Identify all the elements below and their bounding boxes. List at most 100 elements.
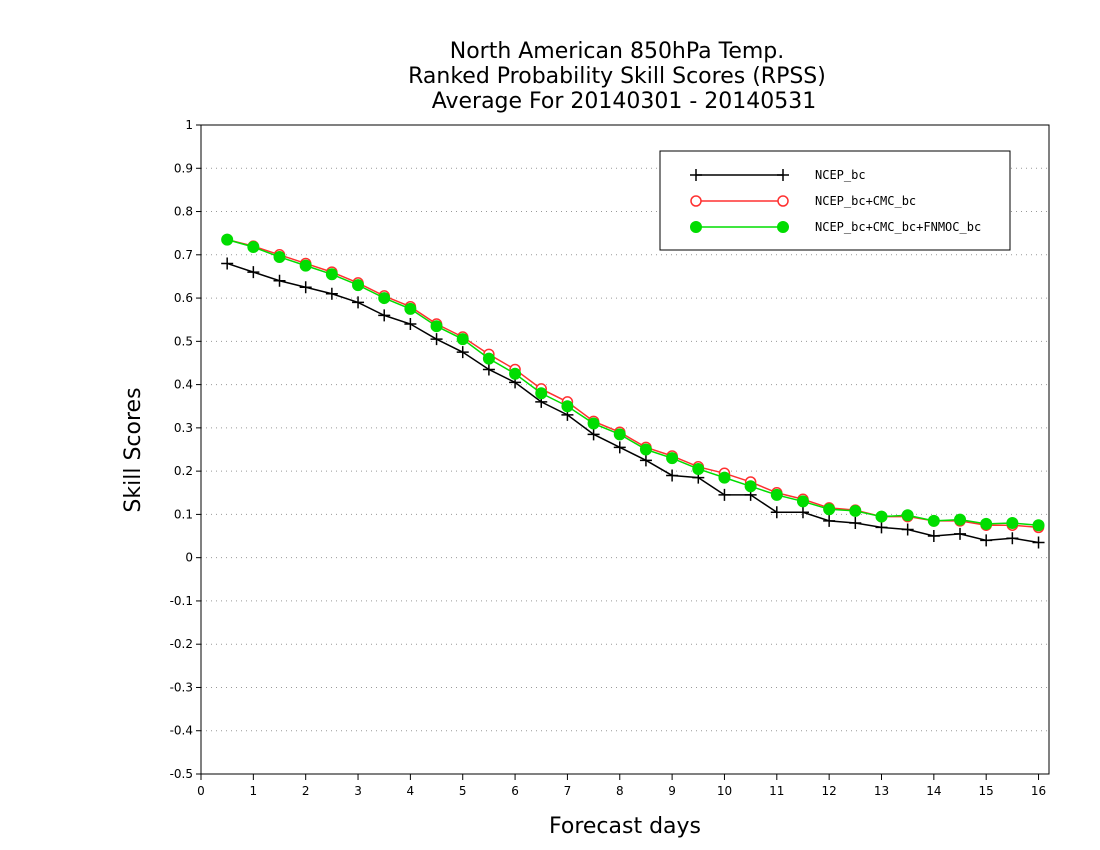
legend-label: NCEP_bc [815,168,866,182]
series-2 [221,233,1045,532]
data-point [927,514,940,527]
data-point [718,488,731,501]
data-point [456,333,469,346]
legend-marker [777,169,789,181]
data-point [299,281,312,294]
x-tick-label: 2 [302,784,310,798]
data-point [404,302,417,315]
x-tick-label: 11 [769,784,784,798]
y-tick-label: 0.7 [174,248,193,262]
data-point [247,266,260,279]
y-tick-label: 0.3 [174,421,193,435]
x-tick-label: 10 [717,784,732,798]
data-point [744,480,757,493]
data-point [770,506,783,519]
x-tick-label: 15 [979,784,994,798]
data-point [823,503,836,516]
data-point [613,441,626,454]
data-point [221,233,234,246]
data-point [639,454,652,467]
data-point [325,268,338,281]
y-tick-label: 0.8 [174,205,193,219]
data-point [666,452,679,465]
x-tick-label: 3 [354,784,362,798]
data-point [587,417,600,430]
legend-item-0: NCEP_bc [690,168,866,182]
data-point [247,241,260,254]
x-tick-label: 5 [459,784,467,798]
data-point [535,387,548,400]
y-tick-label: 0.4 [174,378,193,392]
data-point [980,517,993,530]
x-tick-label: 16 [1031,784,1046,798]
data-point [325,287,338,300]
chart-title-line-2: Ranked Probability Skill Scores (RPSS) [408,64,826,89]
y-tick-label: -0.5 [170,767,193,781]
data-point [796,506,809,519]
data-point [299,259,312,272]
x-axis-title: Forecast days [549,814,701,839]
data-point [692,462,705,475]
data-point [823,514,836,527]
legend-marker [690,221,702,233]
data-point [718,471,731,484]
data-point [430,320,443,333]
data-point [1006,517,1019,530]
x-tick-label: 14 [926,784,941,798]
data-point [587,428,600,441]
data-point [1032,519,1045,532]
series-line-1 [226,238,1039,529]
y-tick-label: 1 [185,118,193,132]
data-point [378,309,391,322]
data-point [378,292,391,305]
x-tick-label: 6 [511,784,519,798]
y-tick-label: -0.1 [170,594,193,608]
y-tick-label: 0.2 [174,464,193,478]
y-tick-label: 0.9 [174,161,193,175]
legend-label: NCEP_bc+CMC_bc+FNMOC_bc [815,220,981,234]
legend-marker [690,195,702,207]
plot-area [221,233,1045,549]
legend-marker [777,221,789,233]
data-point [509,367,522,380]
data-point [849,517,862,530]
data-point [796,495,809,508]
data-point [849,504,862,517]
plot-frame [200,124,1050,775]
data-point [352,279,365,292]
axes: -0.5 -0.4 -0.3 -0.2 -0.1 0 0.1 0.2 0.3 0.4 0.5 0.6 0… [170,118,1050,798]
data-point [404,318,417,331]
data-point [875,510,888,523]
x-tick-label: 1 [250,784,258,798]
chart-title-line-3: Average For 20140301 - 20140531 [432,89,817,114]
data-point [352,296,365,309]
data-point [273,250,286,263]
legend-label: NCEP_bc+CMC_bc [815,194,916,208]
y-tick-label: 0.1 [174,507,193,521]
data-point [901,509,914,522]
data-point [901,523,914,536]
series-line-2 [226,238,1039,526]
data-point [639,443,652,456]
y-tick-label: -0.2 [170,637,193,651]
y-tick-label: -0.3 [170,680,193,694]
data-point [482,363,495,376]
legend: NCEP_bc NCEP_bc+CMC_bc NCEP_bc+CMC_bc+FNMO… [659,150,1011,251]
x-tick-label: 4 [407,784,415,798]
y-tick-label: 0 [185,551,193,565]
data-point [666,469,679,482]
data-point [1006,532,1019,545]
data-point [613,428,626,441]
chart-title: North American 850hPa Temp. Ranked Proba… [408,39,826,114]
data-point [927,530,940,543]
data-point [430,333,443,346]
legend-item-1: NCEP_bc+CMC_bc [690,194,916,208]
x-tick-label: 12 [822,784,837,798]
legend-marker [777,195,789,207]
data-point [456,346,469,359]
data-point [482,352,495,365]
chart-title-line-1: North American 850hPa Temp. [450,39,785,64]
data-point [770,488,783,501]
x-tick-label: 0 [197,784,205,798]
